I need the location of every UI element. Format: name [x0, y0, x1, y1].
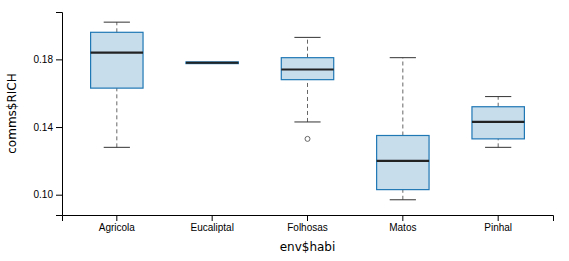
- box: [186, 62, 238, 64]
- box: [91, 32, 143, 88]
- cap-high: [104, 22, 130, 23]
- box: [472, 107, 524, 139]
- y-tick-mark: [56, 127, 62, 128]
- cap-high: [294, 37, 320, 38]
- x-tick-label: Pinhal: [484, 222, 512, 233]
- cap-low: [294, 121, 320, 122]
- median: [377, 160, 429, 162]
- cap-high: [390, 57, 416, 58]
- box-group: [377, 58, 429, 200]
- y-axis: 0.10 0.14 0.18: [34, 13, 63, 216]
- x-tick-mark: [212, 215, 213, 221]
- y-tick: 0.14: [34, 122, 62, 133]
- x-tick-label: Matos: [389, 222, 416, 233]
- box-group: [91, 22, 143, 147]
- x-tick-label: Folhosas: [287, 222, 328, 233]
- y-tick-label: 0.10: [34, 189, 54, 200]
- cap-high: [485, 96, 511, 97]
- x-tick-mark: [402, 215, 403, 221]
- x-tick-mark: [307, 215, 308, 221]
- x-tick: Eucaliptal: [190, 215, 233, 233]
- whisker-low: [307, 80, 308, 122]
- whisker-high: [116, 22, 117, 32]
- x-tick: Agricola: [99, 215, 136, 233]
- x-tick: Matos: [389, 215, 416, 233]
- y-tick-mark: [56, 59, 62, 60]
- box-group: [281, 37, 333, 141]
- x-axis-title: env$habi: [280, 240, 336, 254]
- median: [186, 62, 238, 64]
- whisker-low: [402, 190, 403, 200]
- cap-low: [485, 147, 511, 148]
- x-axis-line: [63, 216, 554, 222]
- whisker-low: [498, 139, 499, 147]
- y-tick-label: 0.14: [34, 122, 54, 133]
- plot-area: 0.10 0.14 0.18 Agricola Eucaliptal Folhosas Ma…: [34, 13, 554, 234]
- y-axis-line: [56, 13, 63, 216]
- box: [377, 135, 429, 189]
- whisker-low: [116, 88, 117, 147]
- y-tick: 0.10: [34, 189, 62, 200]
- box: [281, 58, 333, 80]
- x-tick: Folhosas: [287, 215, 328, 233]
- box-group: [186, 62, 238, 64]
- y-tick-label: 0.18: [34, 54, 54, 65]
- x-tick-label: Eucaliptal: [190, 222, 233, 233]
- x-tick-mark: [116, 215, 117, 221]
- median: [281, 68, 333, 70]
- whisker-high: [307, 37, 308, 57]
- y-tick-mark: [56, 195, 62, 196]
- whisker-high: [402, 58, 403, 136]
- x-tick: Pinhal: [484, 215, 512, 233]
- cap-low: [390, 199, 416, 200]
- flier: [305, 136, 310, 141]
- whisker-high: [498, 97, 499, 107]
- x-tick-label: Agricola: [99, 222, 136, 233]
- median: [91, 51, 143, 53]
- median: [472, 121, 524, 123]
- y-axis-title: comms$RICH: [5, 73, 19, 153]
- chart: 0.10 0.14 0.18 Agricola Eucaliptal Folhosas Ma…: [0, 0, 569, 261]
- x-tick-mark: [498, 215, 499, 221]
- boxes: [91, 22, 525, 200]
- cap-low: [104, 147, 130, 148]
- y-tick: 0.18: [34, 54, 62, 65]
- box-group: [472, 97, 524, 148]
- x-axis: Agricola Eucaliptal Folhosas Matos Pinhal: [63, 215, 554, 233]
